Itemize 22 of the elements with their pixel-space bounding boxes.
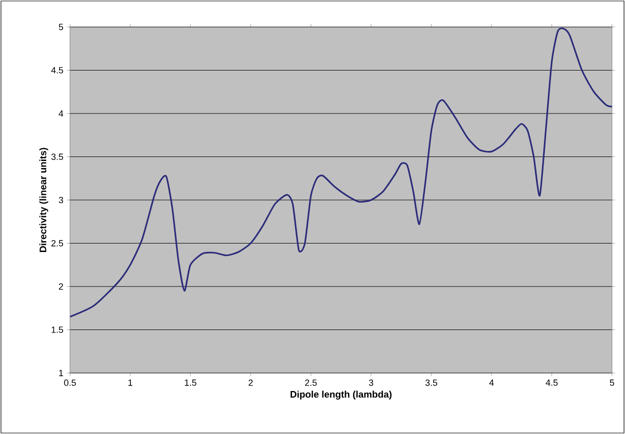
x-tick-label: 5 <box>610 380 614 386</box>
y-tick-label: 4.5 <box>51 67 64 74</box>
y-tick-label: 3.5 <box>51 154 64 160</box>
x-tick-label: 4 <box>489 380 494 386</box>
x-tick-label: 3.5 <box>425 380 438 386</box>
x-tick-label: 0.5 <box>64 380 76 386</box>
y-tick-label: 4 <box>58 110 64 117</box>
x-tick-label: 2 <box>248 380 253 386</box>
y-tick-label: 1 <box>59 370 64 376</box>
y-tick-label: 5 <box>58 24 64 30</box>
x-tick-label: 1 <box>128 380 132 386</box>
y-tick-label: 2.5 <box>51 240 64 246</box>
y-tick-label: 1.5 <box>52 326 64 333</box>
y-tick-label: 2 <box>58 283 64 290</box>
y-tick-label: 3 <box>58 196 64 204</box>
line-series <box>70 28 612 318</box>
x-tick-label: 3 <box>368 380 374 386</box>
x-axis-title: Dipole length (lambda) <box>290 390 392 400</box>
x-tick-label: 2.5 <box>305 380 317 386</box>
x-tick-label: 1.5 <box>184 380 196 386</box>
y-axis-title: Directivity (linear units) <box>39 148 48 252</box>
x-tick-label: 4.5 <box>546 380 558 386</box>
